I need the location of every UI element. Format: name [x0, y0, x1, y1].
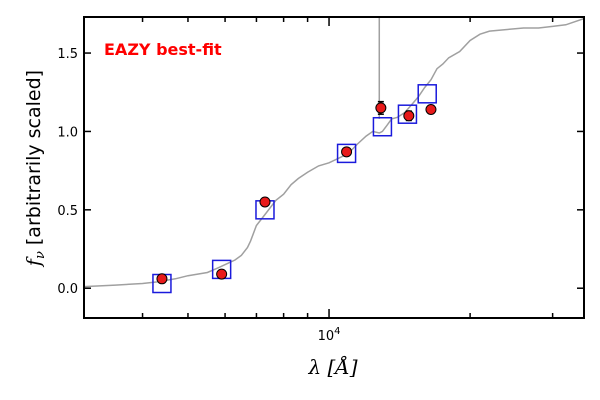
plot-frame — [83, 16, 585, 319]
y-axis-title-rest: [arbitrarily scaled] — [23, 70, 45, 251]
observed-point — [425, 103, 437, 115]
model-photometry-box — [417, 84, 437, 104]
observed-point — [259, 196, 271, 208]
observed-point — [403, 110, 415, 122]
y-axis-title-symbol: f — [23, 256, 45, 268]
observed-point — [341, 146, 353, 158]
y-axis-title-subscript: ν — [33, 251, 48, 259]
x-tick-label: 104 — [318, 326, 341, 344]
x-axis-title: λ [Å] — [307, 354, 357, 379]
plot-background — [84, 17, 584, 318]
y-tick-label: 0.5 — [57, 204, 78, 219]
y-tick-label: 0.0 — [57, 282, 78, 297]
observed-point — [375, 102, 387, 114]
observed-point — [216, 268, 228, 280]
model-photometry-box — [372, 116, 393, 137]
model-photometry-box — [336, 143, 357, 164]
y-tick-label: 1.5 — [57, 47, 78, 62]
y-tick-label: 1.0 — [57, 125, 78, 140]
template-spectrum-line — [84, 17, 584, 288]
axis-ticks-layer: 0.0 0.5 1.0 1.5 104 — [57, 17, 584, 344]
model-photometry-box — [397, 104, 418, 124]
observed-point — [156, 273, 168, 285]
annotation-text: EAZY best-fit — [104, 40, 222, 59]
y-axis-title: fν [arbitrarily scaled] — [23, 70, 48, 268]
observed-photometry-layer — [156, 100, 437, 285]
